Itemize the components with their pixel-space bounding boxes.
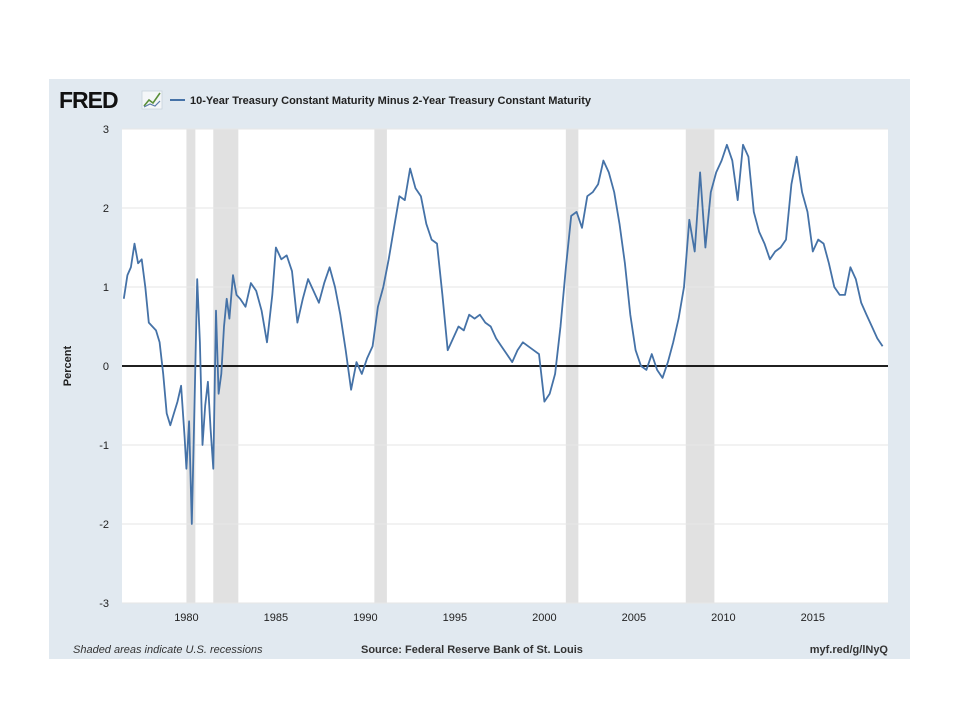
x-tick-label: 2000 [532, 612, 556, 624]
y-tick-label: 1 [103, 282, 109, 294]
y-tick-label: 3 [103, 124, 109, 136]
chart-line-icon [141, 90, 163, 110]
series-line [122, 143, 884, 525]
chart-legend: 10-Year Treasury Constant Maturity Minus… [170, 95, 592, 107]
fred-logo[interactable]: FRED [59, 87, 163, 113]
x-tick-label: 2015 [801, 612, 825, 624]
x-tick-label: 1990 [353, 612, 377, 624]
chart: FRED 10-Year Treasury Constant Maturity … [59, 87, 889, 656]
chart-frame: FRED 10-Year Treasury Constant Maturity … [49, 79, 910, 659]
y-tick-label: -2 [99, 519, 109, 531]
series-layer [122, 143, 884, 525]
x-tick-label: 2005 [622, 612, 646, 624]
source-text: Source: Federal Reserve Bank of St. Loui… [361, 644, 583, 656]
x-tick-label: 1995 [443, 612, 467, 624]
y-tick-label: -1 [99, 440, 109, 452]
short-url-link[interactable]: myf.red/g/lNyQ [810, 644, 889, 656]
x-tick-label: 1985 [264, 612, 288, 624]
y-tick-label: -3 [99, 598, 109, 610]
recession-note: Shaded areas indicate U.S. recessions [73, 644, 263, 656]
gridlines [122, 128, 888, 604]
legend-label: 10-Year Treasury Constant Maturity Minus… [190, 95, 592, 107]
x-axis-ticks: 1980 1985 1990 1995 2000 2005 2010 2015 [174, 612, 825, 624]
fred-logo-text: FRED [59, 87, 118, 113]
y-axis-ticks: -3 -2 -1 0 1 2 3 [99, 124, 109, 610]
x-tick-label: 2010 [711, 612, 735, 624]
y-tick-label: 0 [103, 361, 109, 373]
y-tick-label: 2 [103, 203, 109, 215]
x-tick-label: 1980 [174, 612, 198, 624]
y-axis-label: Percent [62, 345, 74, 386]
